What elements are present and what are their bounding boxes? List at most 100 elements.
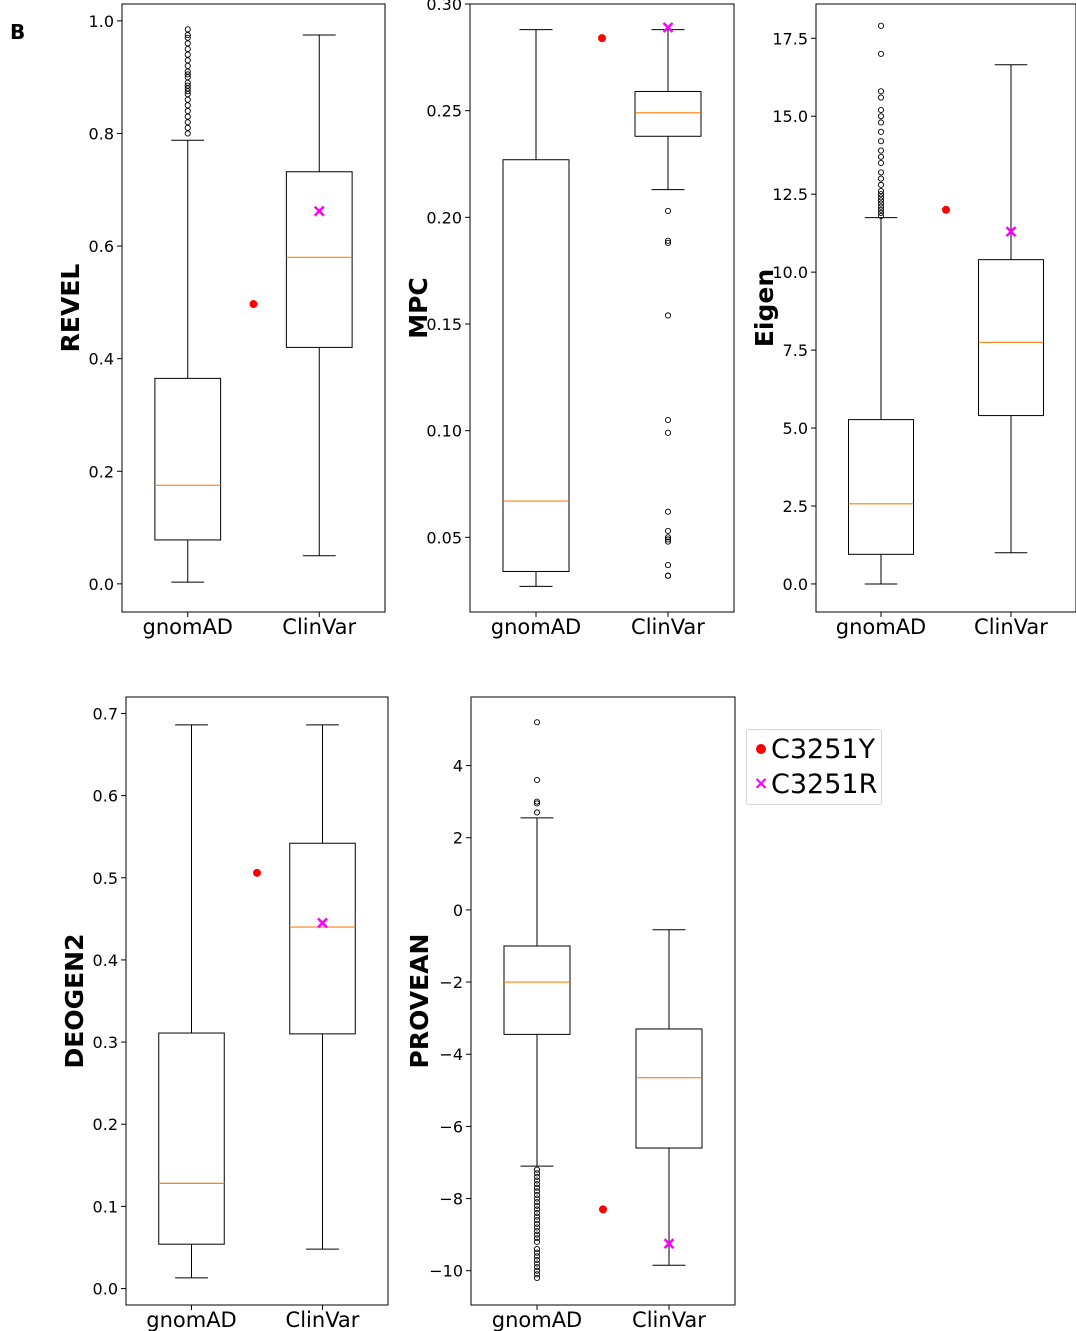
chart1-point-c3251y bbox=[249, 300, 258, 309]
chart5-gnomad-outlier-point bbox=[533, 1199, 541, 1206]
chart3-gnomad-outlier-point bbox=[877, 153, 885, 160]
chart5-gnomad-outlier-point bbox=[533, 1181, 541, 1188]
chart2-clinvar-outlier-point bbox=[664, 572, 672, 579]
chart1-gnomad-outlier-point bbox=[184, 113, 191, 120]
chart1-ytick-label: 0.2 bbox=[89, 462, 114, 481]
chart5-gnomad-outlier-point bbox=[533, 1173, 541, 1180]
chart5-point-c3251r bbox=[663, 1238, 675, 1250]
chart5-ytick-label: 0 bbox=[453, 901, 463, 920]
chart3-ytick-label: 10.0 bbox=[772, 263, 808, 282]
chart3-gnomad-outlier-point bbox=[877, 206, 885, 213]
chart3-gnomad-outlier-point bbox=[877, 169, 885, 176]
chart2-ylabel: MPC bbox=[404, 277, 433, 339]
chart3-gnomad-outlier-point bbox=[877, 159, 885, 167]
legend-label: C3251R bbox=[771, 768, 878, 800]
chart2-clinvar-outlier-point bbox=[664, 536, 672, 543]
chart3-gnomad-outlier-point bbox=[877, 138, 885, 145]
chart1-gnomad-outlier-point bbox=[184, 124, 191, 131]
chart4-xtick-label: ClinVar bbox=[286, 1308, 360, 1331]
chart5-gnomad-outlier-point bbox=[533, 1224, 541, 1231]
chart2-clinvar-outlier-point bbox=[664, 527, 672, 534]
chart3-xtick-label: ClinVar bbox=[974, 615, 1048, 639]
chart5-ylabel: PROVEAN bbox=[405, 934, 434, 1069]
chart5-gnomad-outlier-point bbox=[533, 1253, 541, 1260]
chart2-clinvar-outlier-point bbox=[664, 538, 672, 545]
chart5-ytick-label: −10 bbox=[429, 1262, 463, 1281]
chart1-axes-frame bbox=[121, 3, 386, 613]
chart3-gnomad-outlier-point bbox=[877, 191, 885, 198]
chart3-gnomad-outlier-point bbox=[877, 200, 885, 207]
chart4-ytick-label: 0.4 bbox=[93, 951, 118, 970]
chart1-gnomad-outlier-point bbox=[184, 130, 191, 137]
chart3-point-c3251y bbox=[942, 205, 950, 214]
chart3-gnomad-box bbox=[848, 419, 914, 555]
chart3-gnomad-outlier-point bbox=[877, 106, 885, 114]
chart2-ytick-label: 0.25 bbox=[426, 102, 462, 121]
chart3-gnomad-outlier-point bbox=[877, 197, 885, 204]
chart2-clinvar-box bbox=[634, 90, 702, 137]
chart4-xtick-label: gnomAD bbox=[146, 1308, 236, 1331]
chart5-gnomad-outlier-point bbox=[533, 1220, 541, 1227]
chart3-ytick-label: 12.5 bbox=[772, 185, 808, 204]
chart2-clinvar-outlier-point bbox=[664, 562, 672, 569]
chart5-gnomad-outlier-point bbox=[533, 719, 541, 726]
chart5-gnomad-outlier-point bbox=[533, 1271, 541, 1278]
chart5-gnomad-outlier-point bbox=[533, 1217, 541, 1224]
chart2-clinvar-outlier-point bbox=[664, 416, 672, 424]
chart5-clinvar-box bbox=[635, 1028, 703, 1149]
chart5-gnomad-outlier-point bbox=[533, 1260, 541, 1267]
chart5-gnomad-outlier-point bbox=[533, 1231, 541, 1238]
chart1-gnomad-outlier-point bbox=[184, 107, 191, 115]
chart4-ytick-label: 0.5 bbox=[93, 869, 118, 888]
chart3-xtick-label: gnomAD bbox=[836, 615, 926, 639]
chart5-gnomad-outlier-point bbox=[533, 798, 541, 805]
chart5-gnomad-outlier-point bbox=[533, 1256, 541, 1263]
chart5-gnomad-outlier-point bbox=[533, 1170, 541, 1177]
chart5-gnomad-outlier-point bbox=[533, 809, 541, 816]
chart1-gnomad-outlier-point bbox=[184, 40, 191, 47]
chart3-gnomad-outlier-point bbox=[877, 128, 885, 135]
chart3-gnomad-outlier-point bbox=[877, 194, 885, 201]
chart4-ylabel: DEOGEN2 bbox=[60, 934, 89, 1069]
chart2-ytick-label: 0.30 bbox=[426, 0, 462, 14]
chart3-gnomad-outlier-point bbox=[877, 188, 885, 195]
chart5-gnomad-outlier-point bbox=[533, 776, 541, 784]
chart1-ytick-label: 0.4 bbox=[89, 350, 114, 369]
chart2-xtick-label: ClinVar bbox=[631, 615, 705, 639]
chart2-clinvar-outlier-point bbox=[664, 508, 672, 515]
chart4-point-c3251y bbox=[253, 868, 261, 877]
chart3-ylabel: Eigen bbox=[750, 269, 779, 347]
chart4-ytick-label: 0.6 bbox=[93, 787, 118, 806]
chart5-ytick-label: −6 bbox=[439, 1117, 463, 1136]
chart1-gnomad-outlier-point bbox=[184, 51, 191, 58]
chart1-ytick-label: 1.0 bbox=[89, 12, 114, 31]
chart5-axes-frame bbox=[470, 696, 736, 1306]
chart3-gnomad-outlier-point bbox=[877, 203, 885, 210]
chart1-xtick-label: gnomAD bbox=[143, 615, 233, 639]
chart5-gnomad-outlier-point bbox=[533, 1213, 541, 1220]
chart2-ytick-label: 0.15 bbox=[426, 315, 462, 334]
chart5-point-c3251y bbox=[599, 1205, 607, 1214]
chart5-gnomad-outlier-point bbox=[533, 1274, 541, 1281]
chart4-ytick-label: 0.0 bbox=[93, 1280, 118, 1299]
chart1-gnomad-outlier-point bbox=[184, 57, 191, 64]
legend-label: C3251Y bbox=[771, 733, 876, 765]
chart5-gnomad-outlier-point bbox=[533, 1235, 541, 1242]
chart4-ytick-label: 0.7 bbox=[93, 704, 118, 723]
chart1-gnomad-outlier-point bbox=[184, 62, 191, 69]
chart1-gnomad-outlier-point bbox=[184, 26, 191, 33]
chart3-ytick-label: 0.0 bbox=[783, 575, 808, 594]
chart3-gnomad-outlier-point bbox=[877, 50, 885, 57]
chart4-clinvar-box bbox=[289, 842, 356, 1035]
chart3-ytick-label: 7.5 bbox=[783, 341, 808, 360]
chart5-gnomad-outlier-point bbox=[533, 1177, 541, 1184]
chart5-gnomad-box bbox=[503, 945, 571, 1035]
chart1-ytick-label: 0.0 bbox=[89, 575, 114, 594]
chart1-gnomad-outlier-point bbox=[184, 119, 191, 126]
chart2-clinvar-outlier-point bbox=[664, 237, 672, 244]
chart5-gnomad-outlier-point bbox=[533, 1206, 541, 1213]
chart4-axes-frame bbox=[125, 696, 389, 1306]
chart1-gnomad-outlier-point bbox=[184, 102, 191, 109]
chart2-clinvar-outlier-point bbox=[664, 207, 672, 214]
